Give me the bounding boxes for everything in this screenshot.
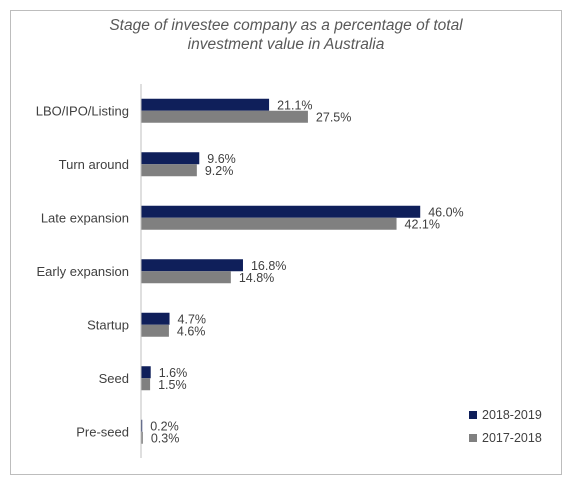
data-label-startup-2018-2019: 4.7% xyxy=(178,312,207,326)
bar-turn-around-2017-2018 xyxy=(141,164,197,177)
category-label-turn-around: Turn around xyxy=(59,157,129,172)
data-label-pre-seed-2018-2019: 0.2% xyxy=(150,419,179,433)
bar-lbo-ipo-listing-2018-2019 xyxy=(141,98,270,111)
category-label-late-expansion: Late expansion xyxy=(41,210,129,225)
chart-title-line-2: investment value in Australia xyxy=(187,36,385,53)
bar-pre-seed-2017-2018 xyxy=(141,431,143,444)
data-label-early-expansion-2017-2018: 14.8% xyxy=(239,271,274,285)
bar-early-expansion-2017-2018 xyxy=(141,271,231,284)
data-label-turn-around-2018-2019: 9.6% xyxy=(207,152,236,166)
legend-swatch-2017-2018 xyxy=(469,433,477,442)
data-label-seed-2018-2019: 1.6% xyxy=(159,366,188,380)
data-label-turn-around-2017-2018: 9.2% xyxy=(205,164,234,178)
legend-item-2018-2019: 2018-2019 xyxy=(469,403,542,426)
chart-title-line-1: Stage of investee company as a percentag… xyxy=(109,17,463,34)
bar-early-expansion-2018-2019 xyxy=(141,259,243,272)
legend-swatch-2018-2019 xyxy=(469,410,477,419)
bar-pre-seed-2018-2019 xyxy=(141,419,143,432)
category-label-startup: Startup xyxy=(87,317,129,332)
data-label-pre-seed-2017-2018: 0.3% xyxy=(151,431,180,445)
category-label-lbo-ipo-listing: LBO/IPO/Listing xyxy=(36,103,129,118)
bar-startup-2017-2018 xyxy=(141,324,169,337)
category-label-pre-seed: Pre-seed xyxy=(76,424,129,439)
data-label-late-expansion-2018-2019: 46.0% xyxy=(428,205,463,219)
data-label-startup-2017-2018: 4.6% xyxy=(177,324,206,338)
bar-seed-2017-2018 xyxy=(141,378,151,391)
bar-lbo-ipo-listing-2017-2018 xyxy=(141,110,308,123)
legend-label-2018-2019: 2018-2019 xyxy=(482,407,542,422)
category-label-seed: Seed xyxy=(99,371,129,386)
bar-seed-2018-2019 xyxy=(141,366,151,379)
data-label-late-expansion-2017-2018: 42.1% xyxy=(405,217,440,231)
data-label-seed-2017-2018: 1.5% xyxy=(158,378,187,392)
data-label-lbo-ipo-listing-2017-2018: 27.5% xyxy=(316,110,351,124)
bar-startup-2018-2019 xyxy=(141,312,170,325)
legend: 2018-2019 2017-2018 xyxy=(469,403,542,449)
legend-item-2017-2018: 2017-2018 xyxy=(469,426,542,449)
bar-turn-around-2018-2019 xyxy=(141,152,200,165)
chart-frame xyxy=(10,10,562,475)
data-label-early-expansion-2018-2019: 16.8% xyxy=(251,259,286,273)
chart-title: Stage of investee company as a percentag… xyxy=(0,16,572,54)
legend-label-2017-2018: 2017-2018 xyxy=(482,430,542,445)
data-label-lbo-ipo-listing-2018-2019: 21.1% xyxy=(277,98,312,112)
category-label-early-expansion: Early expansion xyxy=(37,264,130,279)
bar-late-expansion-2018-2019 xyxy=(141,205,421,218)
bar-late-expansion-2017-2018 xyxy=(141,217,397,230)
